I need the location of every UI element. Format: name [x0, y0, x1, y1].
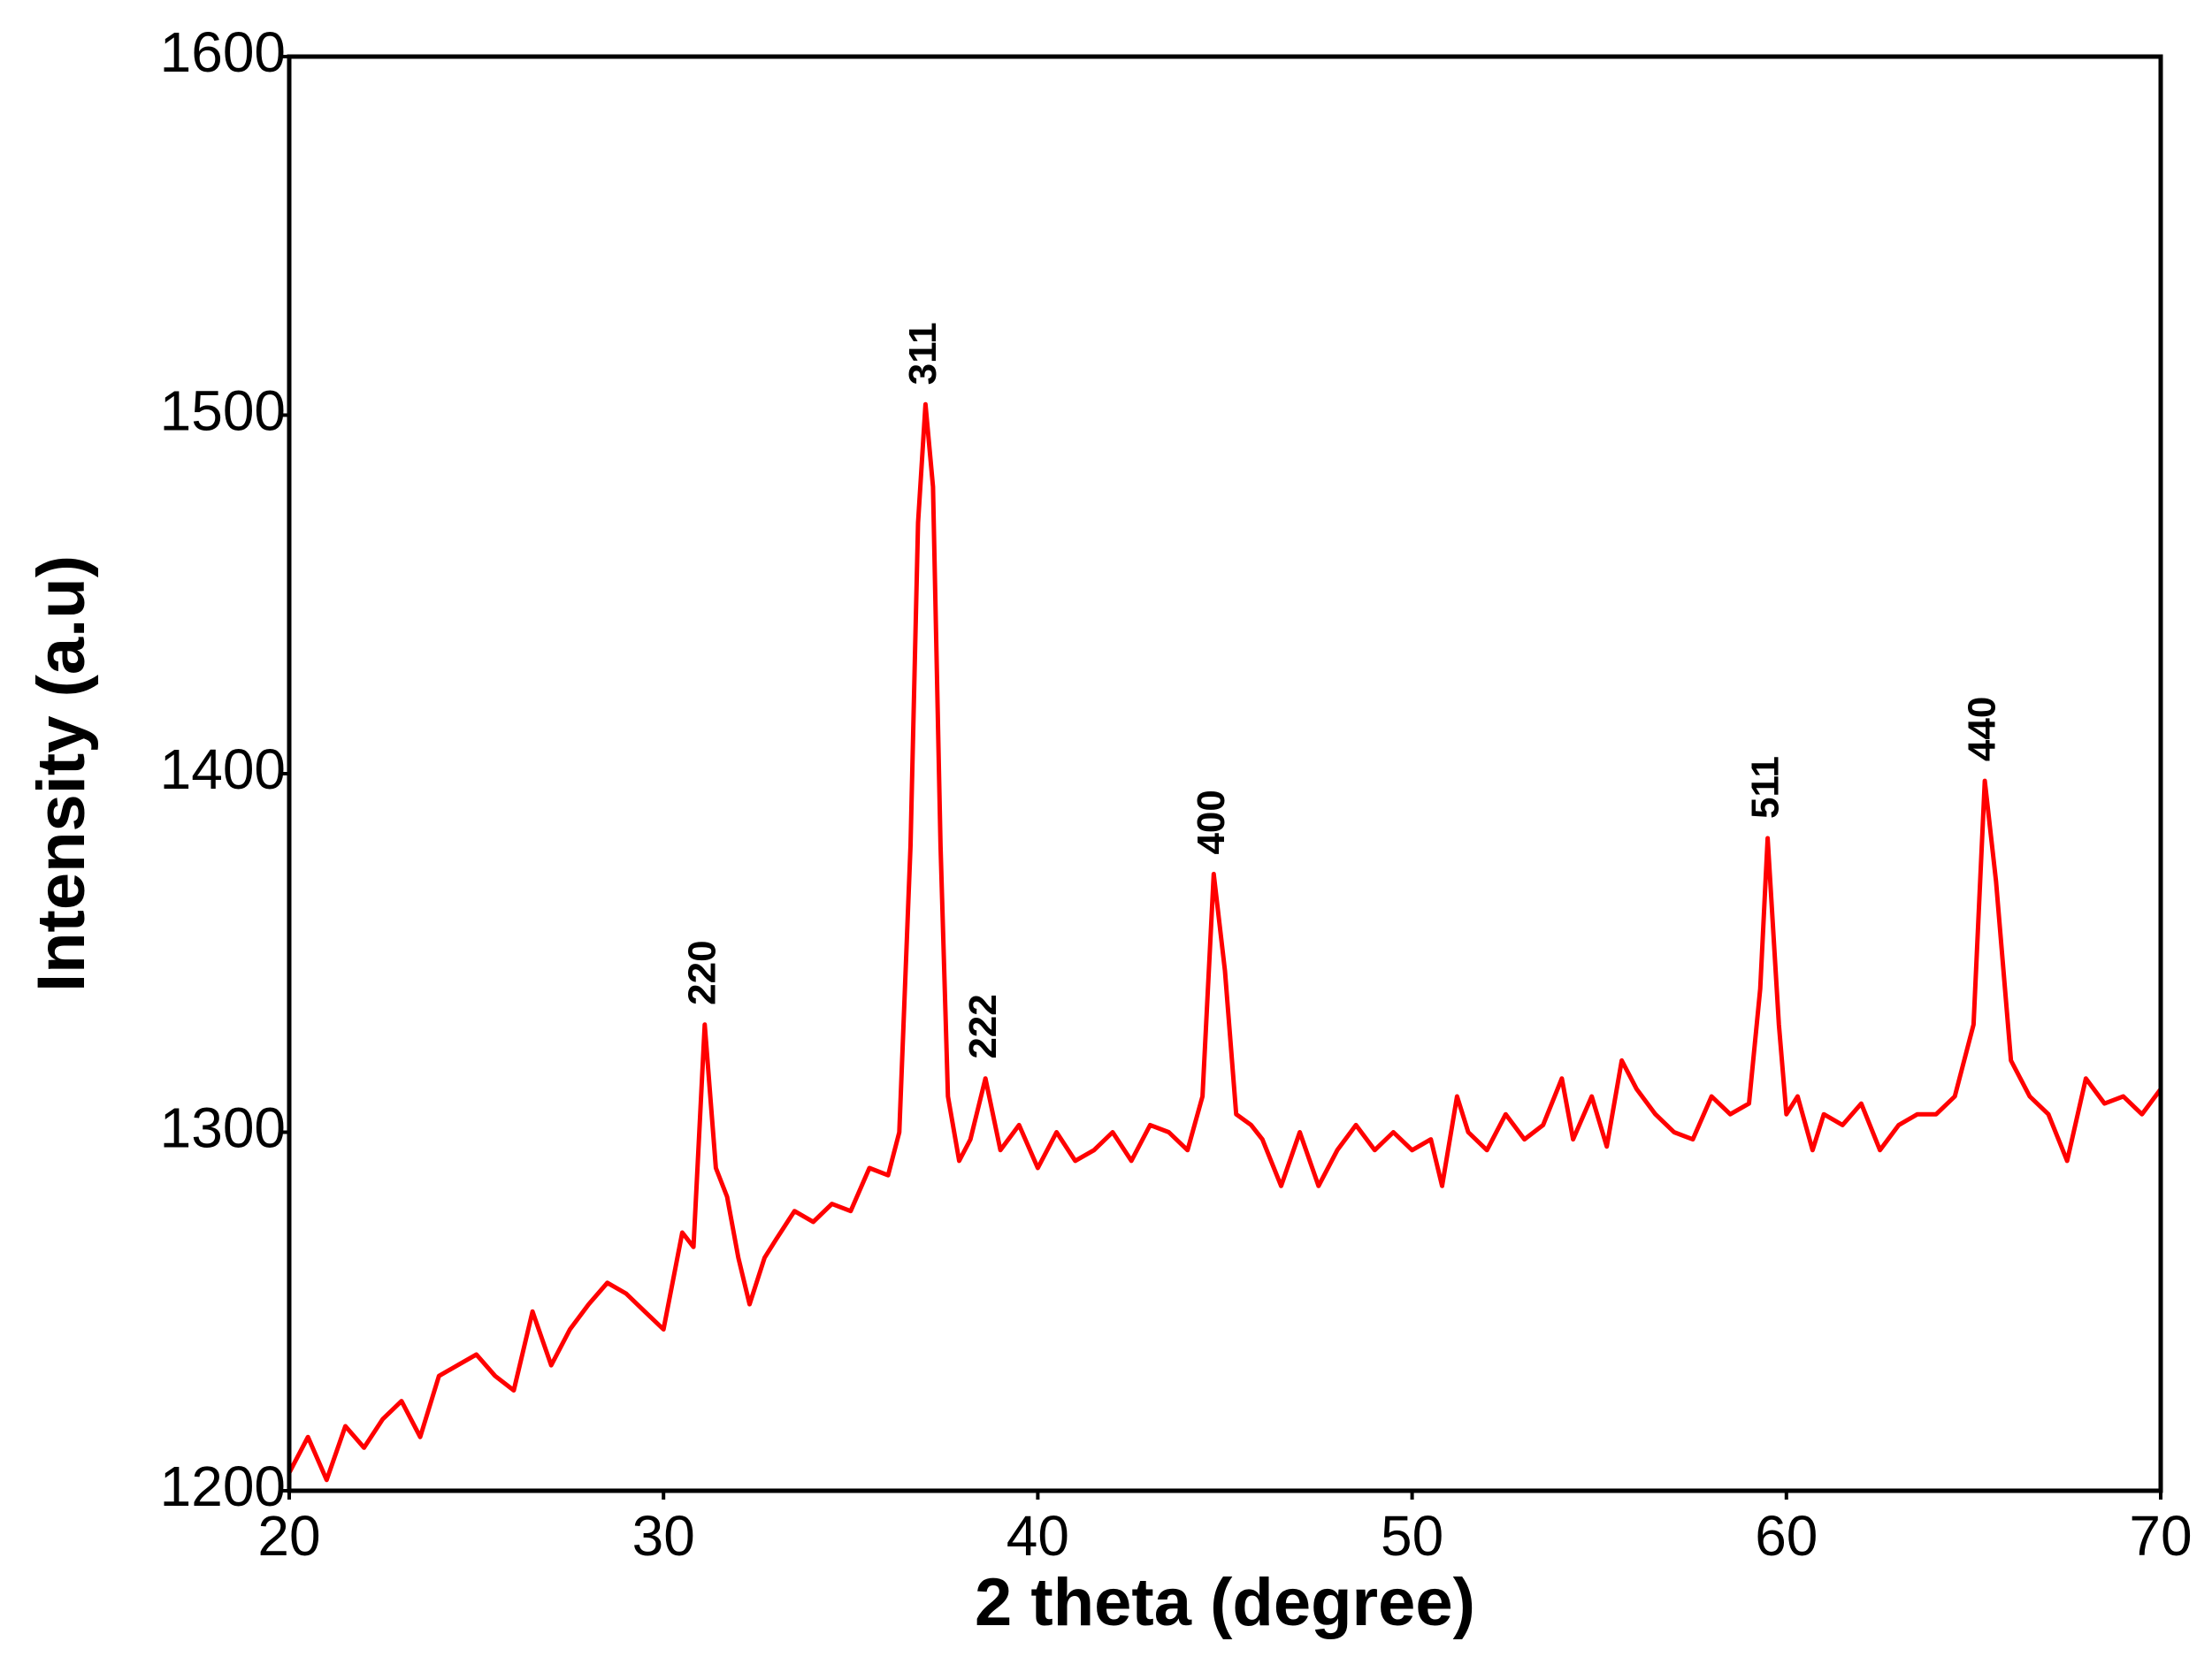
y-tick-label: 1600	[160, 20, 286, 84]
peak-label: 440	[1961, 697, 2004, 761]
peak-label: 222	[961, 994, 1005, 1058]
peak-label: 220	[680, 940, 723, 1004]
peak-label: 400	[1190, 790, 1233, 854]
peak-label: 511	[1743, 756, 1787, 819]
x-tick-label: 40	[1006, 1504, 1069, 1568]
peak-label: 311	[901, 322, 945, 385]
y-tick-label: 1400	[160, 737, 286, 801]
x-axis-title: 2 theta (degree)	[975, 1565, 1475, 1640]
x-tick-label: 60	[1755, 1504, 1818, 1568]
plot-frame	[287, 54, 2163, 1493]
x-tick-label: 20	[257, 1504, 320, 1568]
y-tick-label: 1500	[160, 378, 286, 442]
x-tick-label: 50	[1381, 1504, 1443, 1568]
y-tick-label: 1300	[160, 1096, 286, 1159]
y-tick-label: 1200	[160, 1454, 286, 1518]
y-axis-title: Intensity (a.u)	[24, 555, 99, 992]
x-tick-label: 70	[2129, 1504, 2192, 1568]
x-tick-label: 30	[632, 1504, 695, 1568]
data-line	[287, 401, 2163, 1483]
